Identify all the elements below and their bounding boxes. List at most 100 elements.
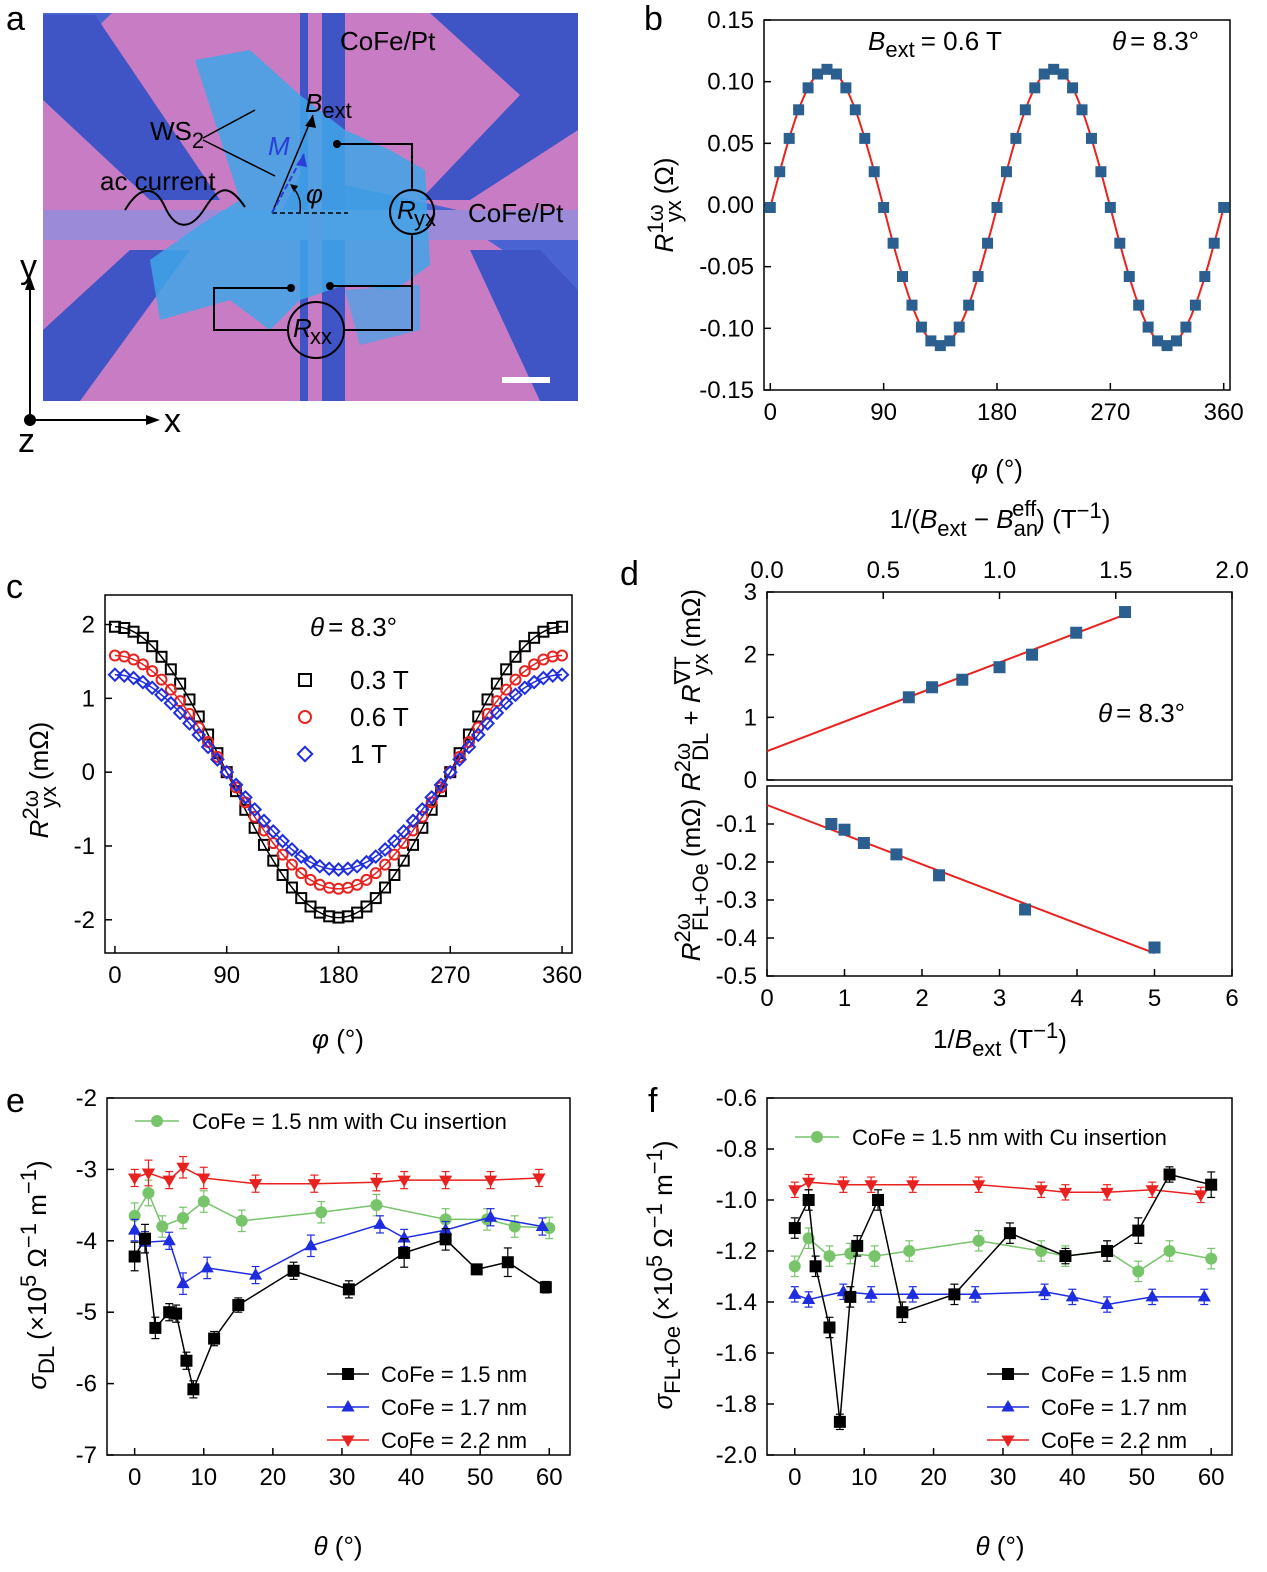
data-point <box>518 665 531 678</box>
data-point <box>1205 1178 1218 1191</box>
legend-label: CoFe = 1.5 nm with Cu insertion <box>852 1125 1167 1150</box>
data-point <box>1100 1297 1114 1310</box>
x-tick-label: 1 <box>838 985 851 1012</box>
data-point <box>197 1173 211 1185</box>
x-tick-label: 180 <box>318 962 358 989</box>
data-point <box>498 695 514 711</box>
data-point <box>1100 1187 1114 1200</box>
data-point <box>197 1195 210 1208</box>
panel-d-top-xlabel: 1/(Bext − Baneff) (T−1) <box>890 496 1111 541</box>
panel-d-bottom-ylabel: R2ωFL+Oe(mΩ) <box>670 799 713 962</box>
series-line <box>134 1166 539 1185</box>
fit-curve <box>114 625 563 919</box>
data-point <box>135 674 151 690</box>
data-point <box>232 1299 245 1312</box>
data-point <box>275 833 291 849</box>
legend-label: 0.6 T <box>350 702 409 732</box>
x-tick-label: 20 <box>259 1464 286 1491</box>
y-tick-label: -1.6 <box>716 1340 757 1367</box>
data-point <box>470 1263 483 1276</box>
data-point <box>398 1246 411 1259</box>
x-tick-label: 90 <box>870 399 897 426</box>
data-point <box>890 848 903 861</box>
data-point <box>146 665 159 678</box>
x-tick-label: 0 <box>128 1464 141 1491</box>
data-point <box>1142 321 1154 333</box>
data-point <box>1194 1190 1208 1202</box>
data-point <box>176 1162 190 1175</box>
x-tick-label: 40 <box>398 1464 425 1491</box>
data-point <box>878 201 890 213</box>
panel-f-data <box>788 1166 1218 1431</box>
panel-e-chart: 0 10 20 30 40 50 60 -7 -6 -5 -4 -3 -2 CoFe = 1.5 nm … <box>16 1085 571 1561</box>
data-point <box>501 1256 514 1269</box>
panel-c-ylabel: R2ωyx(mΩ) <box>18 722 61 839</box>
x-axis-label: x <box>164 402 181 440</box>
data-point <box>156 1220 169 1233</box>
data-point <box>155 673 168 686</box>
legend-label: CoFe = 1.7 nm <box>1041 1395 1187 1420</box>
x-tick-label: 6 <box>1225 985 1238 1012</box>
legend-label: CoFe = 1.5 nm <box>1041 1362 1187 1387</box>
data-point <box>802 1177 816 1190</box>
data-point <box>833 1415 846 1428</box>
x-tick-label: 0.5 <box>867 557 900 584</box>
data-point <box>864 1287 878 1299</box>
data-point <box>414 802 430 817</box>
data-point <box>438 1175 453 1188</box>
data-point <box>360 900 373 913</box>
data-point <box>379 881 392 894</box>
data-point <box>1067 82 1079 94</box>
data-point <box>1010 132 1022 144</box>
y-tick-label: -6 <box>76 1371 97 1398</box>
data-point <box>1119 606 1132 619</box>
m-arrowhead <box>296 154 307 167</box>
x-tick-label: 360 <box>1204 399 1244 426</box>
phi-label: φ <box>306 179 323 209</box>
legend-label: CoFe = 1.5 nm <box>381 1362 527 1387</box>
data-point <box>982 237 994 249</box>
data-point <box>490 677 503 690</box>
y-tick-label: -2 <box>74 907 95 934</box>
ryx-symbol: R <box>397 195 416 225</box>
gap-bottom-left <box>43 250 190 401</box>
y-tick-label: -0.4 <box>716 925 757 952</box>
data-point <box>934 340 946 352</box>
data-point <box>509 673 522 686</box>
data-point <box>508 687 523 703</box>
data-point <box>972 1180 986 1192</box>
data-point <box>868 1250 881 1263</box>
gap-bottom-right <box>470 250 578 401</box>
panel-e-ticks: 0 10 20 30 40 50 60 -7 -6 -5 -4 -3 -2 <box>76 1085 563 1491</box>
y-tick-label: -0.8 <box>716 1136 757 1163</box>
ac-current-label: ac current <box>100 166 216 196</box>
data-point <box>285 858 298 871</box>
data-point <box>1152 335 1164 347</box>
panel-f-chart: 0 10 20 30 40 50 60 -2.0 -1.8 -1.6 -1.4 -1.2 -1.0 -0.… <box>642 1085 1233 1561</box>
y-tick-label: -1.2 <box>716 1238 757 1265</box>
x-arrowhead <box>146 415 160 425</box>
z-axis-dot <box>24 414 36 426</box>
y-tick-label: -0.5 <box>716 963 757 990</box>
ac-wave-icon <box>124 189 246 226</box>
panel-c-ticks: 0 90 180 270 360 -2 -1 0 1 2 <box>74 612 582 989</box>
panel-letter-a: a <box>6 0 25 38</box>
ws2-flake <box>150 50 430 330</box>
legend-label: 1 T <box>350 739 387 769</box>
data-point <box>764 201 776 213</box>
data-point <box>948 1288 961 1301</box>
phi-arrowhead <box>290 184 298 192</box>
legend-label: CoFe = 2.2 nm <box>381 1428 527 1453</box>
data-point <box>851 1239 864 1252</box>
data-point <box>1199 271 1211 283</box>
x-tick-label: 2.0 <box>1215 557 1248 584</box>
data-point <box>532 1173 546 1185</box>
data-point <box>556 620 569 633</box>
data-point <box>146 640 159 653</box>
legend-label: CoFe = 1.5 nm with Cu insertion <box>192 1109 507 1134</box>
data-point <box>1208 237 1220 249</box>
rxx-subscript: xx <box>310 324 332 349</box>
data-point <box>304 900 317 913</box>
data-point <box>182 716 197 731</box>
data-point <box>926 681 939 694</box>
